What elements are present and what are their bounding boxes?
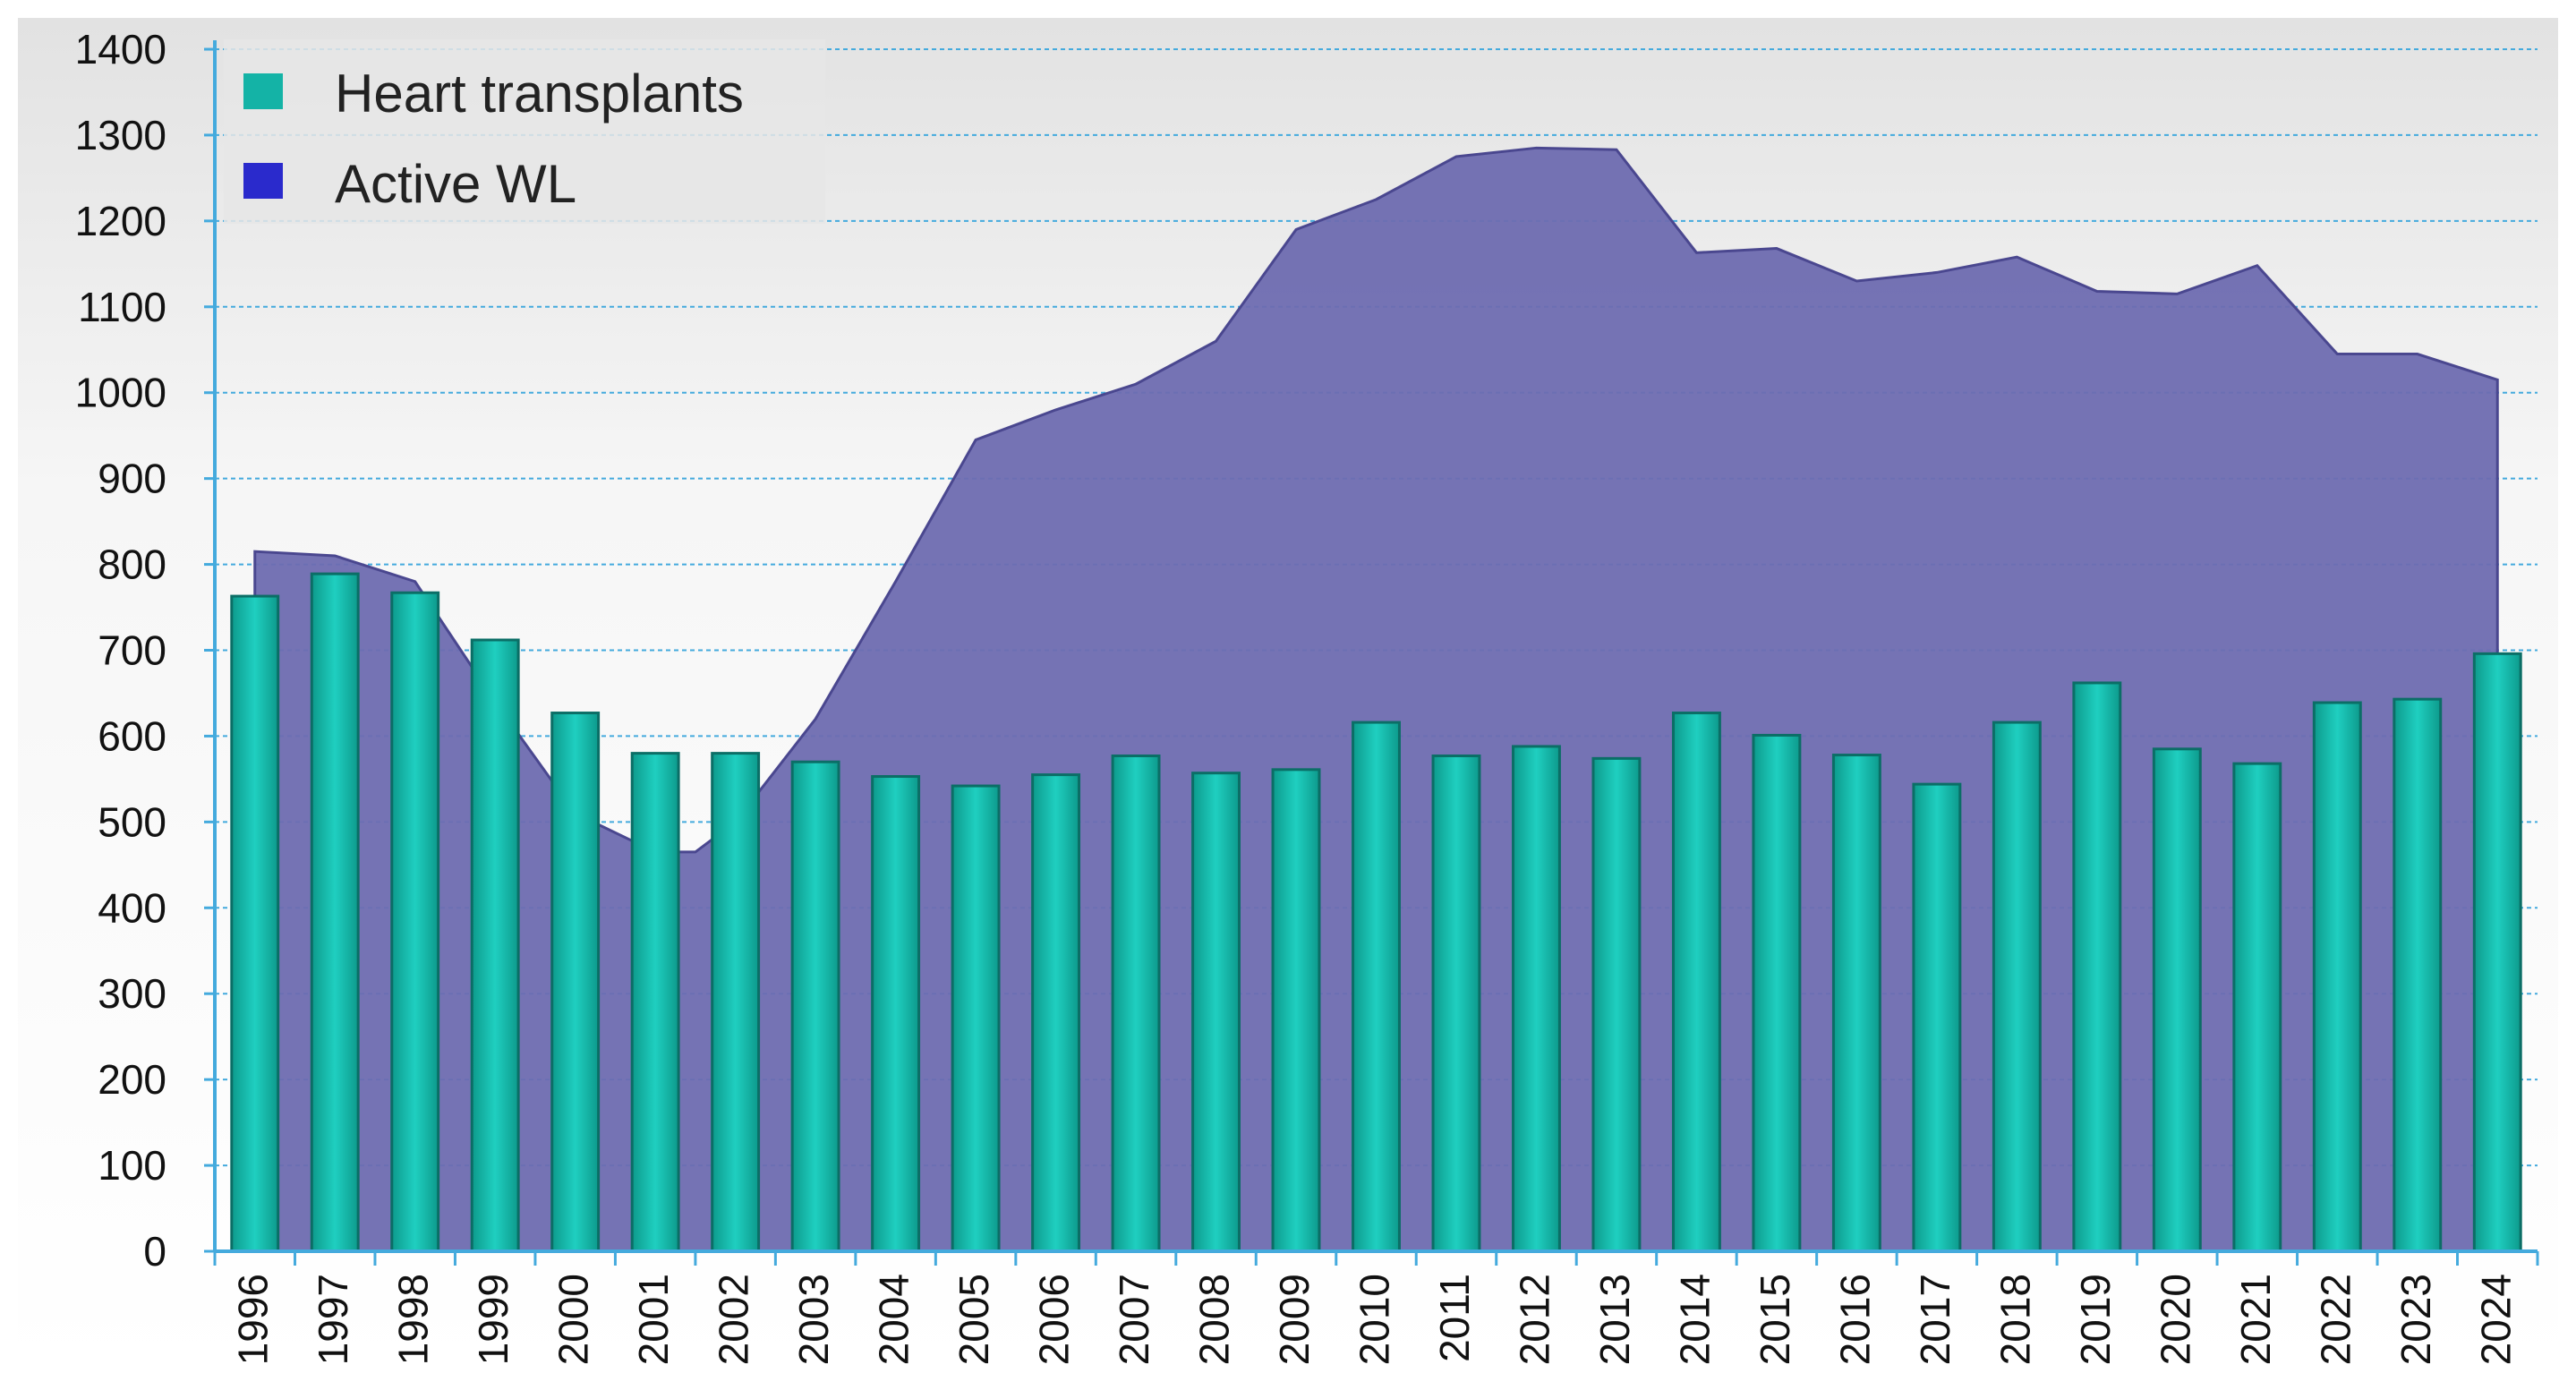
x-tick-label-2012: 2012: [1511, 1274, 1557, 1365]
x-tick-label-2023: 2023: [2393, 1274, 2439, 1365]
x-tick-label-2019: 2019: [2072, 1274, 2119, 1365]
x-tick-label-2004: 2004: [871, 1274, 917, 1365]
x-tick-label-2001: 2001: [630, 1274, 677, 1365]
x-tick-label-2014: 2014: [1671, 1274, 1718, 1365]
y-tick-label-1300: 1300: [75, 112, 166, 158]
y-tick-label-100: 100: [98, 1142, 166, 1189]
x-tick-label-2007: 2007: [1111, 1274, 1157, 1365]
legend-background: [224, 39, 825, 224]
bar-2003: [790, 760, 840, 1253]
bar-1996: [230, 594, 280, 1253]
bar-2016: [1831, 754, 1881, 1253]
x-tick-label-2011: 2011: [1431, 1274, 1478, 1362]
x-tick-label-1997: 1997: [310, 1274, 356, 1365]
x-tick-label-1999: 1999: [470, 1274, 516, 1365]
x-tick-label-1998: 1998: [390, 1274, 437, 1365]
x-tick-label-2015: 2015: [1752, 1274, 1798, 1365]
x-tick-label-2000: 2000: [550, 1274, 597, 1365]
y-tick-label-700: 700: [98, 627, 166, 674]
y-tick-label-300: 300: [98, 970, 166, 1017]
bar-2008: [1191, 772, 1241, 1253]
y-tick-label-500: 500: [98, 798, 166, 845]
x-tick-label-1996: 1996: [230, 1274, 277, 1365]
bar-2024: [2472, 652, 2522, 1253]
axes: 0 100 200 300 400 500 600 700 800 900 1000 1100 1200…: [75, 26, 2539, 1365]
bar-2018: [1992, 721, 2042, 1253]
x-tick-label-2016: 2016: [1831, 1274, 1878, 1365]
legend-swatch-heart-transplants: [243, 73, 283, 109]
legend-swatch-active-wl: [243, 163, 283, 199]
bars: [230, 572, 2522, 1253]
y-tick-label-0: 0: [143, 1228, 166, 1275]
x-tick-label-2006: 2006: [1031, 1274, 1078, 1365]
bar-2001: [630, 752, 680, 1253]
bar-2007: [1111, 754, 1161, 1253]
bar-1998: [390, 591, 440, 1253]
x-tick-label-2024: 2024: [2472, 1274, 2519, 1365]
y-tick-label-1000: 1000: [75, 370, 166, 416]
y-tick-label-1400: 1400: [75, 26, 166, 72]
bar-1999: [470, 638, 520, 1253]
x-tick-label-2022: 2022: [2312, 1274, 2358, 1365]
x-tick-label-2005: 2005: [951, 1274, 997, 1365]
legend: Heart transplants Active WL: [224, 39, 825, 224]
bar-2010: [1352, 721, 1401, 1253]
x-tick-label-2013: 2013: [1591, 1274, 1638, 1365]
x-tick-label-2009: 2009: [1271, 1274, 1318, 1365]
bar-2006: [1031, 773, 1081, 1253]
y-tick-label-400: 400: [98, 884, 166, 931]
y-tick-label-200: 200: [98, 1056, 166, 1103]
bar-2009: [1271, 768, 1321, 1253]
legend-label-active-wl: Active WL: [335, 154, 576, 214]
bar-2017: [1912, 782, 1962, 1253]
bar-2011: [1431, 754, 1481, 1253]
y-tick-label-1100: 1100: [78, 284, 166, 330]
bar-2005: [951, 784, 1001, 1253]
y-tick-label-800: 800: [98, 542, 166, 588]
y-tick-label-1200: 1200: [75, 198, 166, 244]
bar-2020: [2152, 747, 2202, 1253]
x-tick-label-2010: 2010: [1352, 1274, 1398, 1365]
bar-2012: [1512, 745, 1561, 1253]
bar-2019: [2072, 681, 2122, 1253]
bar-2014: [1671, 712, 1721, 1253]
x-tick-label-2017: 2017: [1912, 1274, 1958, 1365]
x-tick-label-2002: 2002: [711, 1274, 757, 1365]
bar-2021: [2232, 762, 2282, 1253]
x-tick-label-2020: 2020: [2152, 1274, 2198, 1365]
y-tick-label-600: 600: [98, 712, 166, 759]
bar-2022: [2312, 701, 2362, 1253]
bar-2023: [2393, 697, 2443, 1253]
bar-2002: [711, 752, 761, 1253]
bar-2004: [871, 775, 921, 1253]
bar-2015: [1752, 733, 1802, 1253]
bar-2013: [1591, 756, 1642, 1253]
y-tick-label-900: 900: [98, 456, 166, 502]
bar-2000: [550, 712, 601, 1253]
x-tick-label-2008: 2008: [1191, 1274, 1238, 1365]
x-tick-label-2021: 2021: [2232, 1274, 2279, 1365]
x-tick-label-2018: 2018: [1992, 1274, 2038, 1365]
legend-label-heart-transplants: Heart transplants: [335, 64, 744, 124]
x-tick-label-2003: 2003: [790, 1274, 837, 1365]
bar-1997: [310, 572, 360, 1253]
